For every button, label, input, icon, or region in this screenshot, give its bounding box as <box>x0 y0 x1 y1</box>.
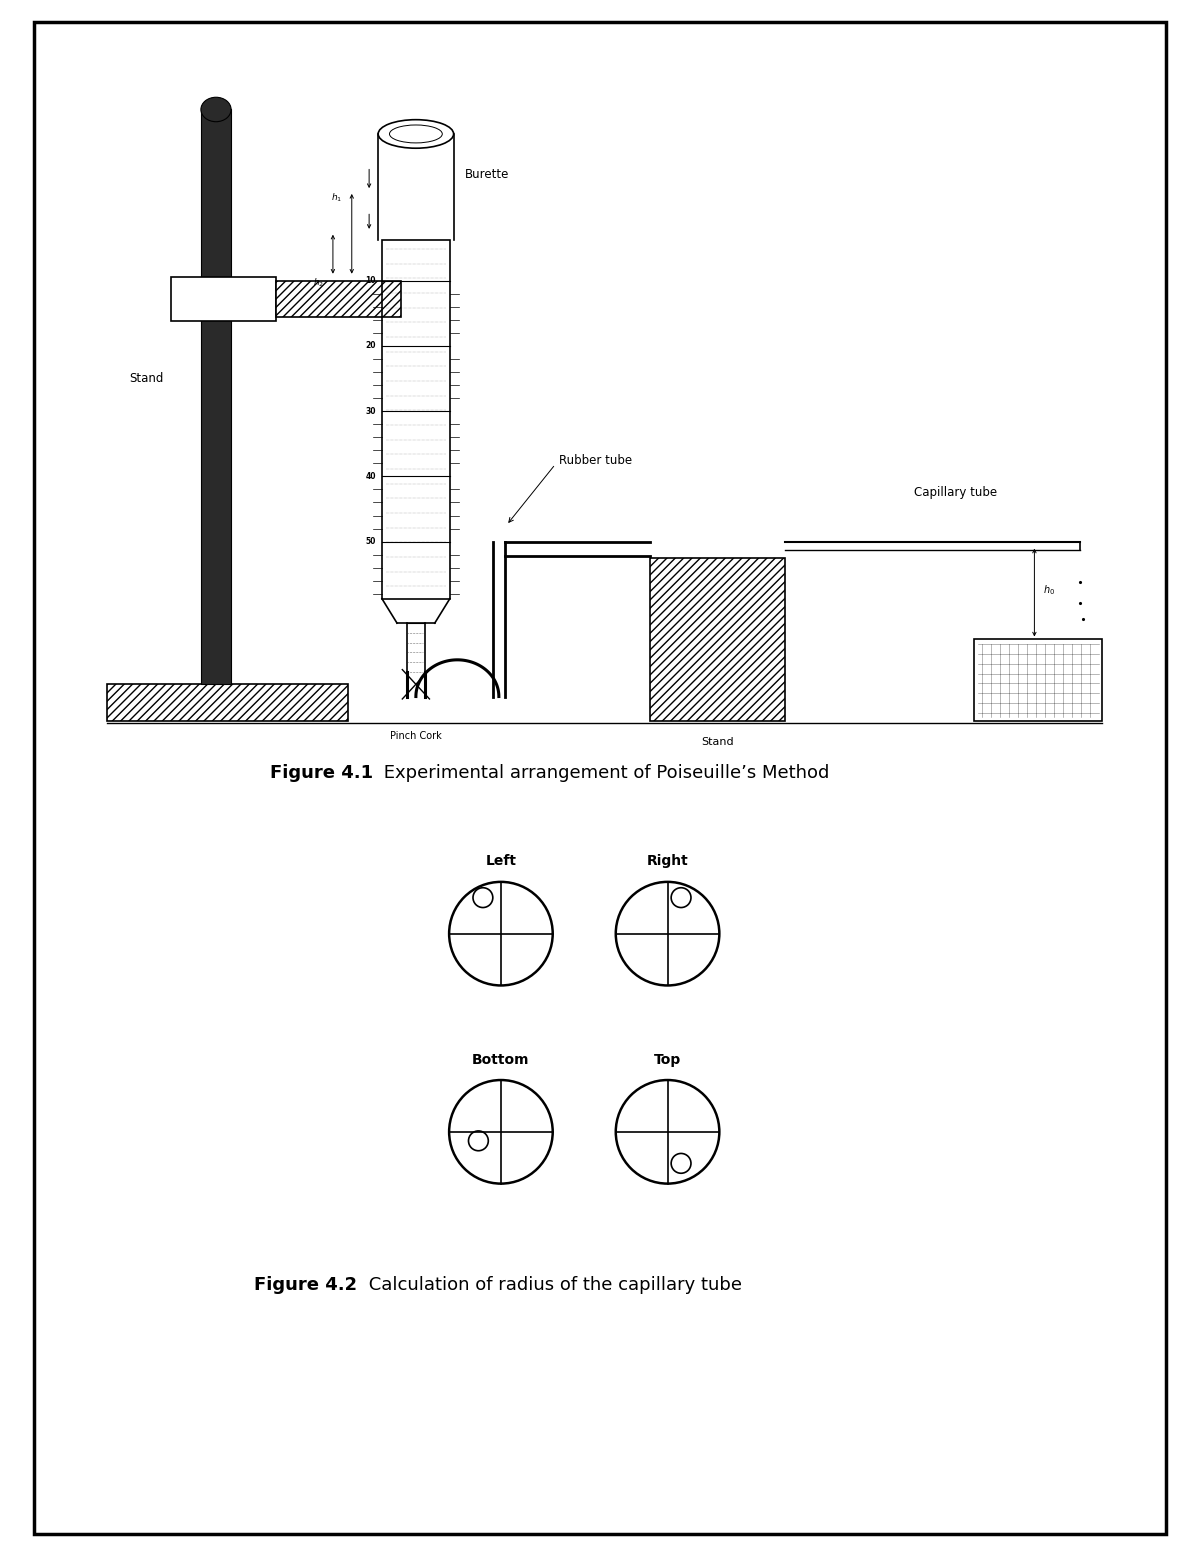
Text: Experimental arrangement of Poiseuille’s Method: Experimental arrangement of Poiseuille’s… <box>378 764 829 781</box>
Ellipse shape <box>390 124 443 143</box>
Text: 30: 30 <box>366 407 376 416</box>
Polygon shape <box>170 276 276 321</box>
Text: 50: 50 <box>366 537 376 547</box>
Text: Right: Right <box>647 854 689 868</box>
Text: Capillary tube: Capillary tube <box>913 486 997 499</box>
Text: Figure 4.2: Figure 4.2 <box>254 1277 358 1294</box>
Text: Bottom: Bottom <box>472 1053 529 1067</box>
Polygon shape <box>107 685 348 721</box>
Text: $h_1$: $h_1$ <box>331 191 342 203</box>
Text: Pinch Cork: Pinch Cork <box>390 731 442 741</box>
Text: Calculation of radius of the capillary tube: Calculation of radius of the capillary t… <box>362 1277 742 1294</box>
Ellipse shape <box>200 98 232 121</box>
Text: Left: Left <box>486 854 516 868</box>
Text: $h_2$: $h_2$ <box>313 276 324 289</box>
Text: 40: 40 <box>366 472 376 481</box>
Polygon shape <box>276 281 401 317</box>
Text: Top: Top <box>654 1053 682 1067</box>
Text: $h_0$: $h_0$ <box>1044 584 1056 598</box>
Polygon shape <box>649 558 786 721</box>
Text: 10: 10 <box>366 276 376 286</box>
Text: Figure 4.1: Figure 4.1 <box>270 764 373 781</box>
Polygon shape <box>974 640 1103 721</box>
Text: Rubber tube: Rubber tube <box>559 453 632 466</box>
Text: Burette: Burette <box>464 168 509 182</box>
Polygon shape <box>200 109 232 685</box>
Text: Stand: Stand <box>130 373 163 385</box>
Text: 20: 20 <box>366 342 376 351</box>
Ellipse shape <box>378 120 454 148</box>
Text: Stand: Stand <box>701 738 734 747</box>
